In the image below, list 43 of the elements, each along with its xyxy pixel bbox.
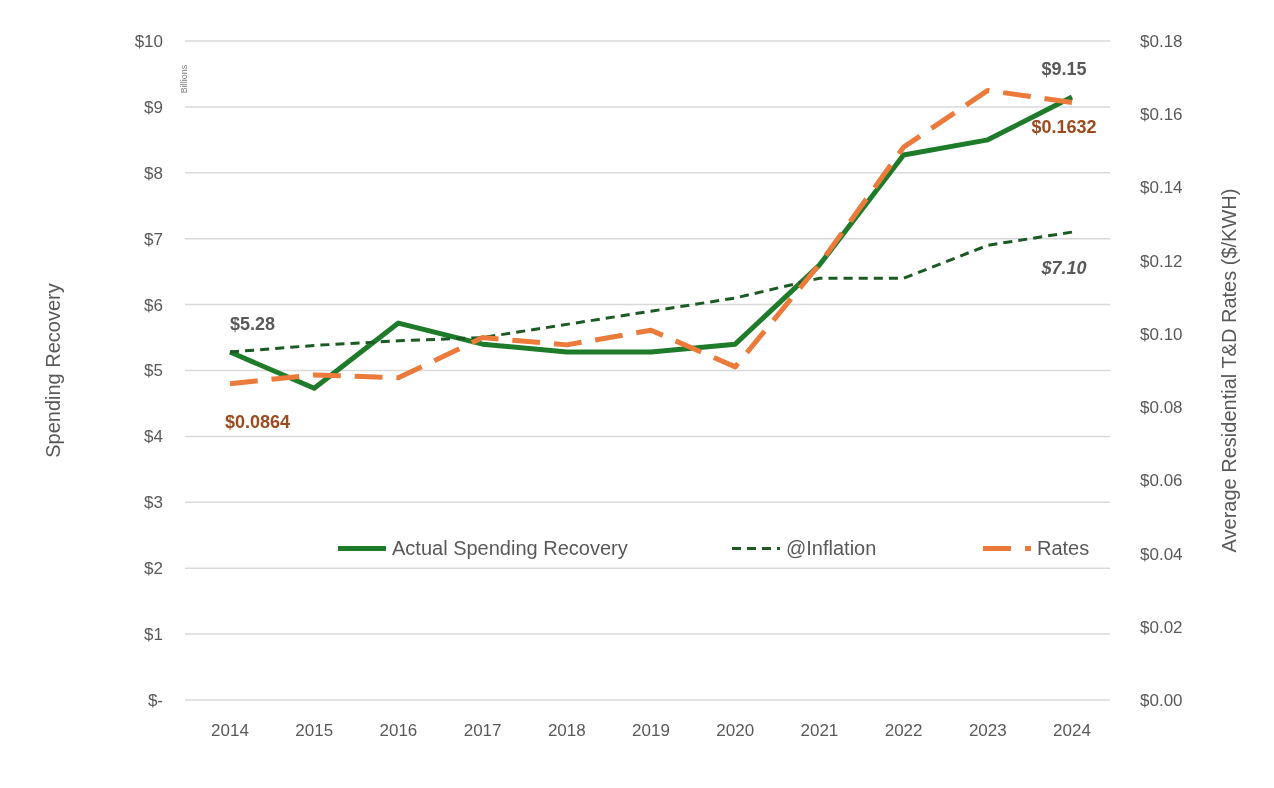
x-tick-label: 2021 [800, 721, 839, 740]
y-tick-label: $5 [144, 361, 163, 381]
legend-label: @Inflation [786, 537, 877, 560]
data-label: $5.28 [230, 314, 276, 335]
y-tick-label: $10 [134, 31, 163, 51]
y-tick-label: $3 [144, 493, 163, 513]
x-tick-label: 2017 [463, 721, 502, 740]
x-tick-label: 2020 [716, 721, 755, 740]
y2-tick-label: $0.14 [1140, 178, 1183, 198]
y2-tick-label: $0.18 [1140, 31, 1183, 51]
y2-tick-label: $0.12 [1140, 251, 1183, 271]
data-label: $9.15 [1041, 59, 1087, 80]
y-tick-label: $9 [144, 97, 163, 117]
y-tick-label: $6 [144, 295, 163, 315]
y-axis-title: Spending Recovery [42, 283, 64, 458]
x-tick-label: 2022 [884, 721, 923, 740]
x-tick-label: 2014 [211, 721, 249, 740]
x-tick-label: 2019 [632, 721, 670, 740]
legend-label: Actual Spending Recovery [392, 537, 628, 560]
y2-tick-label: $0.02 [1140, 617, 1183, 637]
annotation: Billions [179, 64, 189, 94]
y-tick-label: $7 [144, 229, 163, 249]
y2-tick-label: $0.04 [1140, 544, 1183, 564]
y2-tick-label: $0.00 [1140, 690, 1183, 710]
y-tick-label: $1 [144, 625, 163, 645]
data-label: $0.0864 [225, 411, 291, 432]
x-tick-label: 2016 [379, 721, 418, 740]
y-tick-label: $4 [144, 427, 163, 447]
data-label: $7.10 [1040, 258, 1087, 279]
y-tick-label: $2 [144, 559, 163, 579]
y2-tick-label: $0.10 [1140, 324, 1183, 344]
data-label: $0.1632 [1031, 116, 1097, 137]
y2-axis-title: Average Residential T&D Rates ($/KWH) [1218, 188, 1240, 553]
y2-tick-label: $0.06 [1140, 471, 1183, 491]
y-tick-label: $8 [144, 163, 163, 183]
y2-tick-label: $0.16 [1140, 105, 1183, 125]
x-tick-label: 2024 [1053, 721, 1091, 740]
legend-label: Rates [1037, 537, 1090, 560]
y2-tick-label: $0.08 [1140, 398, 1183, 418]
x-tick-label: 2023 [968, 721, 1007, 740]
y-tick-label: $- [147, 690, 163, 710]
x-tick-label: 2018 [547, 721, 586, 740]
x-tick-label: 2015 [295, 721, 334, 740]
